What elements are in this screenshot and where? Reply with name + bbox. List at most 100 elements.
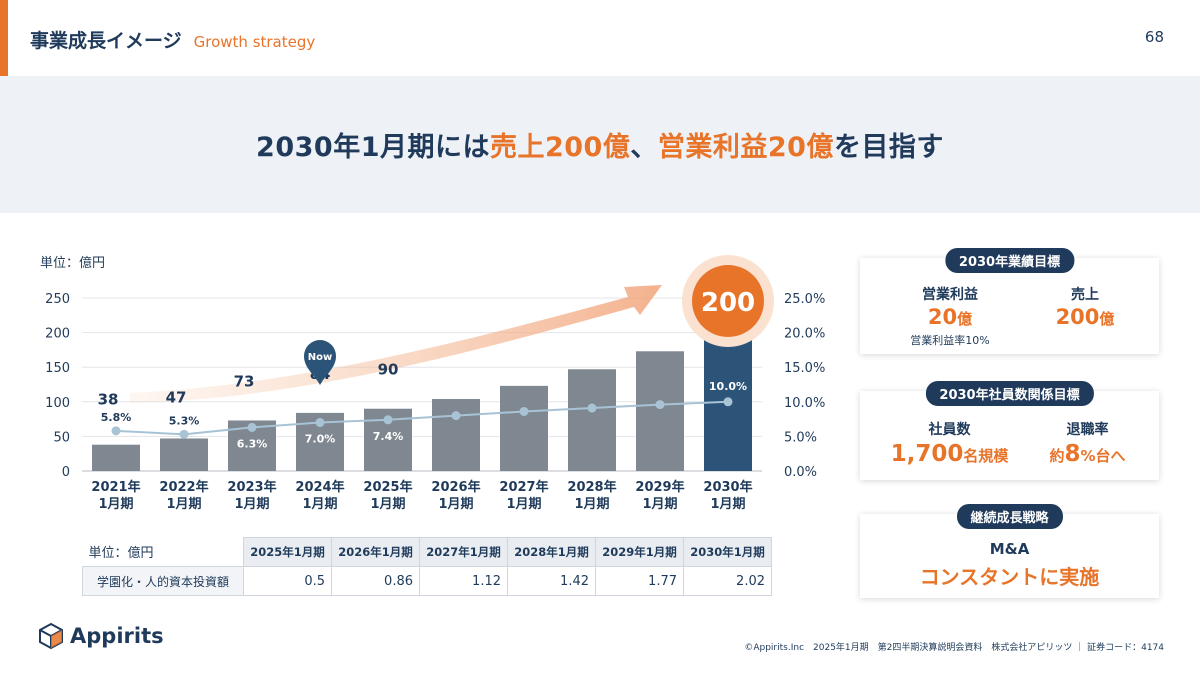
margin-point bbox=[723, 397, 733, 407]
chart-bar bbox=[568, 369, 616, 471]
y-left-tick: 50 bbox=[53, 430, 70, 445]
x-tick-label: 2022年 bbox=[159, 479, 208, 495]
headline-banner: 2030年1月期には売上200億、営業利益20億を目指す bbox=[0, 76, 1200, 213]
y-right-tick: 25.0% bbox=[784, 292, 825, 307]
chart-bar bbox=[160, 438, 208, 471]
table-row: 学園化・人的資本投資額 0.5 0.86 1.12 1.42 1.77 2.02 bbox=[82, 566, 772, 596]
bar-value-label: 38 bbox=[98, 391, 119, 409]
chart-bar bbox=[92, 444, 140, 471]
margin-point bbox=[247, 422, 257, 432]
x-tick-label: 2025年 bbox=[363, 479, 412, 495]
kpi-unit: 億 bbox=[1099, 310, 1115, 328]
kpi-employees: 社員数 1,700名規模 bbox=[872, 419, 1027, 471]
table-cell: 1.77 bbox=[595, 566, 684, 596]
margin-point bbox=[315, 418, 325, 428]
highlight-circle bbox=[692, 265, 764, 337]
x-tick-label: 2026年 bbox=[431, 479, 480, 495]
kpi-turnover: 退職率 約8%台へ bbox=[1030, 419, 1145, 471]
x-tick-label: 2030年 bbox=[703, 479, 752, 495]
margin-point bbox=[111, 426, 121, 436]
margin-point bbox=[655, 400, 665, 410]
unit-label: 単位：億円 bbox=[40, 255, 105, 271]
x-tick-label: 1月期 bbox=[506, 497, 541, 512]
y-right-tick: 10.0% bbox=[784, 396, 825, 411]
kpi-value: 1,700名規模 bbox=[872, 439, 1027, 471]
x-tick-label: 1月期 bbox=[302, 497, 337, 512]
card-tag: 継続成長戦略 bbox=[956, 504, 1063, 529]
margin-label: 5.3% bbox=[169, 414, 200, 427]
y-right-tick: 0.0% bbox=[784, 465, 817, 480]
page-number: 68 bbox=[1144, 28, 1164, 46]
margin-label: 10.0% bbox=[709, 380, 747, 393]
kpi-label: 営業利益 bbox=[922, 287, 978, 303]
x-tick-label: 2028年 bbox=[567, 479, 616, 495]
margin-point bbox=[587, 403, 597, 413]
table-cell: 1.42 bbox=[507, 566, 596, 596]
x-tick-label: 1月期 bbox=[438, 497, 473, 512]
growth-strategy-card: 継続成長戦略 M&A コンスタントに実施 bbox=[860, 504, 1159, 598]
accent-bar bbox=[0, 0, 8, 76]
y-left-tick: 0 bbox=[62, 465, 70, 480]
y-right-tick: 20.0% bbox=[784, 327, 825, 342]
y-right-tick: 15.0% bbox=[784, 361, 825, 376]
margin-label: 7.0% bbox=[305, 433, 336, 446]
cube-logo-icon bbox=[39, 622, 63, 650]
x-tick-label: 1月期 bbox=[642, 497, 677, 512]
logo-text: Appirits bbox=[70, 624, 164, 648]
highlight-value: 200 bbox=[701, 288, 755, 318]
margin-point bbox=[179, 429, 189, 439]
chart-bar bbox=[432, 399, 480, 471]
kpi-number: 200 bbox=[1055, 305, 1100, 329]
x-tick-label: 1月期 bbox=[370, 497, 405, 512]
table-header: 2030年1月期 bbox=[683, 537, 772, 567]
footer-text: ©Appirits.Inc 2025年1月期 第2四半期決算説明会資料 株式会社… bbox=[744, 643, 1164, 653]
margin-point bbox=[451, 411, 461, 421]
strategy-line2: コンスタントに実施 bbox=[919, 565, 1100, 589]
table-row-label: 学園化・人的資本投資額 bbox=[82, 566, 244, 596]
margin-point bbox=[519, 406, 529, 416]
kpi-label: 売上 bbox=[1071, 287, 1099, 303]
y-left-tick: 100 bbox=[45, 396, 70, 411]
margin-label: 7.4% bbox=[373, 430, 404, 443]
y-left-tick: 250 bbox=[45, 292, 70, 307]
kpi-unit: 名規模 bbox=[963, 447, 1009, 465]
employee-target-card: 2030年社員数関係目標 社員数 1,700名規模 退職率 約8%台へ bbox=[860, 381, 1159, 480]
table-header: 2027年1月期 bbox=[419, 537, 508, 567]
margin-point bbox=[383, 415, 393, 425]
x-tick-label: 1月期 bbox=[234, 497, 269, 512]
margin-line bbox=[115, 400, 729, 436]
kpi-unit: 億 bbox=[957, 310, 973, 328]
table-cell: 0.5 bbox=[243, 566, 332, 596]
table-unit: 単位：億円 bbox=[88, 546, 154, 562]
y-left-tick: 150 bbox=[45, 361, 70, 376]
performance-target-card: 2030年業績目標 営業利益 20億 営業利益率10% 売上 200億 bbox=[860, 248, 1159, 354]
headline-part1: 2030年1月期には bbox=[256, 132, 490, 163]
x-tick-label: 1月期 bbox=[710, 497, 745, 512]
kpi-sales: 売上 200億 bbox=[1025, 284, 1145, 332]
x-tick-label: 2021年 bbox=[91, 479, 140, 495]
x-tick-label: 2024年 bbox=[295, 479, 344, 495]
x-tick-label: 2027年 bbox=[499, 479, 548, 495]
chart-bar bbox=[636, 351, 684, 471]
table-cell: 0.86 bbox=[331, 566, 420, 596]
bar-value-label: 73 bbox=[234, 372, 255, 390]
x-tick-label: 2029年 bbox=[635, 479, 684, 495]
y-left-tick: 200 bbox=[45, 327, 70, 342]
growth-arrow bbox=[130, 285, 662, 403]
table-header: 2029年1月期 bbox=[595, 537, 684, 567]
strategy-line1: M&A bbox=[989, 540, 1030, 558]
headline-sep: 、 bbox=[630, 132, 658, 163]
table-header: 2028年1月期 bbox=[507, 537, 596, 567]
y-right-tick: 5.0% bbox=[784, 430, 817, 445]
revenue-chart: 単位：億円 0 50 100 150 200 250 0.0% 5.0% 10.0% 15.0% 20… bbox=[40, 255, 825, 512]
table-header: 2026年1月期 bbox=[331, 537, 420, 567]
card-tag: 2030年業績目標 bbox=[944, 248, 1075, 273]
margin-label: 5.8% bbox=[101, 411, 132, 424]
headline-sales: 売上200億 bbox=[489, 132, 631, 163]
company-logo: Appirits bbox=[38, 622, 164, 650]
x-tick-label: 1月期 bbox=[166, 497, 201, 512]
kpi-sub: 営業利益率10% bbox=[910, 334, 990, 347]
kpi-label: 退職率 bbox=[1066, 422, 1109, 438]
now-marker-pin bbox=[304, 340, 336, 385]
bar-value-label: 90 bbox=[378, 361, 399, 379]
